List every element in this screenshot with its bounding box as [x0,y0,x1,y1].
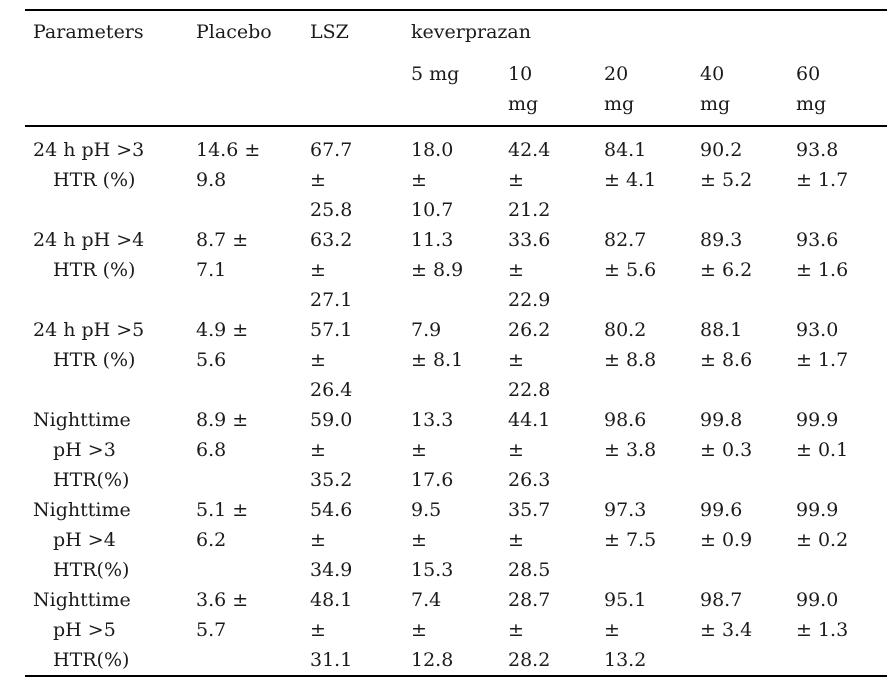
data-cell: 4.9 ± 5.6 [196,319,249,371]
data-cell: 7.9 ± 8.1 [411,319,464,371]
data-cell: 99.0 ± 1.3 [796,589,849,641]
data-cell: 97.3 ± 7.5 [604,499,657,551]
col-header-dose-40mg: 40 mg [700,52,796,127]
table-row: 24 h pH >5 HTR (%) 4.9 ± 5.6 57.1 ± 26.4… [25,315,887,405]
data-cell: 89.3 ± 6.2 [700,229,753,281]
header-row-groups: Parameters Placebo LSZ keverprazan [25,10,887,127]
col-header-keverprazan: keverprazan [411,10,887,52]
data-cell: 93.8 ± 1.7 [796,139,849,191]
data-cell: 18.0 ± 10.7 [411,139,454,221]
col-header-dose-10mg: 10 mg [508,52,604,127]
table-row: 24 h pH >4 HTR (%) 8.7 ± 7.1 63.2 ± 27.1… [25,225,887,315]
data-cell: 63.2 ± 27.1 [310,229,353,311]
row-header-cell: Nighttime pH >5 HTR(%) [33,589,131,671]
data-cell: 7.4 ± 12.8 [411,589,454,671]
paper-table-figure: Parameters Placebo LSZ keverprazan 5 mg … [0,9,892,695]
data-cell: 11.3 ± 8.9 [411,229,464,281]
data-cell: 8.7 ± 7.1 [196,229,249,281]
data-cell: 59.0 ± 35.2 [310,409,353,491]
header-row-doses: 5 mg 10 mg 20 mg 40 mg 60 mg [25,52,888,127]
data-cell: 88.1 ± 8.6 [700,319,753,371]
data-cell: 99.9 ± 0.2 [796,499,849,551]
results-table: Parameters Placebo LSZ keverprazan 5 mg … [25,9,888,677]
data-cell: 8.9 ± 6.8 [196,409,249,461]
row-header-cell: Nighttime pH >3 HTR(%) [33,409,131,491]
col-header-parameters: Parameters [25,10,196,127]
data-cell: 98.6 ± 3.8 [604,409,657,461]
data-cell: 26.2 ± 22.8 [508,319,551,401]
table-row: Nighttime pH >4 HTR(%) 5.1 ± 6.2 54.6 ± … [25,495,887,585]
col-header-dose-60mg: 60 mg [796,52,888,127]
row-header-cell: 24 h pH >5 HTR (%) [33,319,145,371]
data-cell: 84.1 ± 4.1 [604,139,657,191]
data-cell: 82.7 ± 5.6 [604,229,657,281]
data-cell: 5.1 ± 6.2 [196,499,249,551]
data-cell: 80.2 ± 8.8 [604,319,657,371]
data-cell: 33.6 ± 22.9 [508,229,551,311]
table-row: 24 h pH >3 HTR (%) 14.6 ± 9.8 67.7 ± 25.… [25,126,887,225]
table-row: Nighttime pH >5 HTR(%) 3.6 ± 5.7 48.1 ± … [25,585,887,676]
row-header-cell: 24 h pH >3 HTR (%) [33,139,145,191]
data-cell: 98.7 ± 3.4 [700,589,753,641]
row-header-cell: 24 h pH >4 HTR (%) [33,229,145,281]
data-cell: 93.0 ± 1.7 [796,319,849,371]
data-cell: 35.7 ± 28.5 [508,499,551,581]
table-body: 24 h pH >3 HTR (%) 14.6 ± 9.8 67.7 ± 25.… [25,126,887,676]
data-cell: 99.6 ± 0.9 [700,499,753,551]
data-cell: 67.7 ± 25.8 [310,139,353,221]
data-cell: 90.2 ± 5.2 [700,139,753,191]
data-cell: 99.9 ± 0.1 [796,409,849,461]
row-header-cell: Nighttime pH >4 HTR(%) [33,499,131,581]
col-header-lsz: LSZ [310,10,411,127]
data-cell: 54.6 ± 34.9 [310,499,353,581]
table-row: Nighttime pH >3 HTR(%) 8.9 ± 6.8 59.0 ± … [25,405,887,495]
table-header: Parameters Placebo LSZ keverprazan 5 mg … [25,10,888,127]
data-cell: 95.1 ± 13.2 [604,589,647,671]
data-cell: 28.7 ± 28.2 [508,589,551,671]
col-header-dose-5mg: 5 mg [411,52,508,127]
data-cell: 13.3 ± 17.6 [411,409,454,491]
data-cell: 42.4 ± 21.2 [508,139,551,221]
data-cell: 3.6 ± 5.7 [196,589,249,641]
col-header-dose-20mg: 20 mg [604,52,700,127]
col-header-placebo: Placebo [196,10,310,127]
data-cell: 99.8 ± 0.3 [700,409,753,461]
data-cell: 93.6 ± 1.6 [796,229,849,281]
data-cell: 44.1 ± 26.3 [508,409,551,491]
data-cell: 14.6 ± 9.8 [196,139,261,191]
data-cell: 48.1 ± 31.1 [310,589,353,671]
data-cell: 9.5 ± 15.3 [411,499,454,581]
data-cell: 57.1 ± 26.4 [310,319,353,401]
